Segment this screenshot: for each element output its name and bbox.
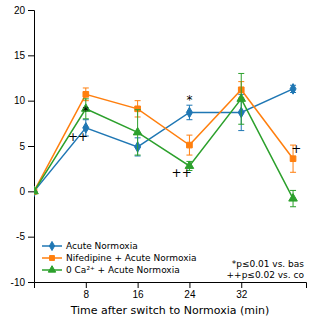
x-tick-label: 16 xyxy=(133,289,145,300)
annotation: + xyxy=(291,142,301,156)
legend-swatch-marker xyxy=(50,256,55,261)
point-marker xyxy=(186,107,192,118)
legend-swatch-marker xyxy=(48,266,55,272)
y-tick-mark xyxy=(28,191,34,192)
y-tick-mark xyxy=(28,146,34,147)
series-line xyxy=(34,90,293,192)
point-marker xyxy=(187,142,193,148)
y-tick: 5 xyxy=(19,141,34,152)
y-tick-label: 20 xyxy=(14,5,26,16)
point-marker xyxy=(34,186,38,193)
y-tick: -10 xyxy=(11,277,34,288)
legend-item: Acute Normoxia xyxy=(42,241,138,251)
x-tick: 32 xyxy=(236,282,248,300)
y-tick-label: 5 xyxy=(19,141,25,152)
marks xyxy=(34,73,297,206)
point-marker xyxy=(290,84,296,95)
y-axis: -10 -5 0 5 10 15 20 xyxy=(11,5,35,288)
y-tick-mark xyxy=(28,101,34,102)
point-marker xyxy=(133,127,142,134)
x-tick-mark xyxy=(86,282,87,288)
x-tick: 24 xyxy=(184,282,196,300)
annotation-note: ++p≤0.02 vs. co xyxy=(227,270,305,280)
point-marker xyxy=(290,156,296,162)
x-tick: 16 xyxy=(133,282,145,300)
annotation: * xyxy=(186,93,192,107)
series-line xyxy=(34,89,293,191)
x-tick: 8 xyxy=(84,282,90,300)
y-tick: -5 xyxy=(16,231,34,242)
series xyxy=(34,73,297,206)
y-tick-mark xyxy=(28,282,34,283)
x-axis: 8 16 24 32 xyxy=(35,282,307,300)
x-tick-label: 24 xyxy=(184,289,196,300)
x-axis-line xyxy=(35,283,307,289)
plot: 8162432-10-505101520*++*+++*p≤0.01 vs. b… xyxy=(11,5,307,300)
x-tick-mark xyxy=(241,282,242,288)
point-marker xyxy=(83,91,89,97)
y-tick-label: -10 xyxy=(11,277,26,288)
legend: Acute Normoxia Nifedipine + Acute Normoxi… xyxy=(42,241,197,275)
legend-label: 0 Ca²⁺ + Acute Normoxia xyxy=(66,265,180,275)
x-tick-mark xyxy=(138,282,139,288)
x-axis-title: Time after switch to Normoxia (min) xyxy=(70,304,270,317)
series-line xyxy=(34,99,293,199)
error-bar xyxy=(83,99,89,119)
legend-item: 0 Ca²⁺ + Acute Normoxia xyxy=(42,265,180,275)
y-tick-mark xyxy=(28,237,34,238)
y-tick-label: 15 xyxy=(14,50,26,61)
y-tick-label: 0 xyxy=(19,186,25,197)
point-marker xyxy=(289,194,298,201)
annotation: ++ xyxy=(68,130,88,144)
annotation: * xyxy=(83,104,89,118)
annotation: ++ xyxy=(172,166,192,180)
series xyxy=(34,84,296,197)
chart: 8162432-10-505101520*++*+++*p≤0.01 vs. b… xyxy=(0,0,320,320)
x-tick-label: 8 xyxy=(84,289,90,300)
y-axis-line xyxy=(28,11,35,283)
legend-label: Nifedipine + Acute Normoxia xyxy=(66,253,197,263)
y-tick-label: -5 xyxy=(16,231,25,242)
y-tick-label: 10 xyxy=(14,95,26,106)
annotations: *++*+++*p≤0.01 vs. bas++p≤0.02 vs. co xyxy=(68,93,305,280)
y-tick: 20 xyxy=(14,5,34,16)
point-marker xyxy=(237,94,246,101)
y-tick: 10 xyxy=(14,95,34,106)
legend-swatch-marker xyxy=(49,241,54,250)
error-bar xyxy=(186,135,192,155)
legend-item: Nifedipine + Acute Normoxia xyxy=(42,253,197,263)
annotation-note: *p≤0.01 vs. bas xyxy=(232,259,305,269)
x-tick-label: 32 xyxy=(236,289,248,300)
y-tick-mark xyxy=(28,10,34,11)
y-tick: 15 xyxy=(14,50,34,61)
x-tick-mark xyxy=(189,282,190,288)
y-tick-mark xyxy=(28,55,34,56)
legend-label: Acute Normoxia xyxy=(66,241,138,251)
y-tick: 0 xyxy=(19,186,34,197)
series xyxy=(34,82,296,195)
error-bar xyxy=(186,105,192,120)
